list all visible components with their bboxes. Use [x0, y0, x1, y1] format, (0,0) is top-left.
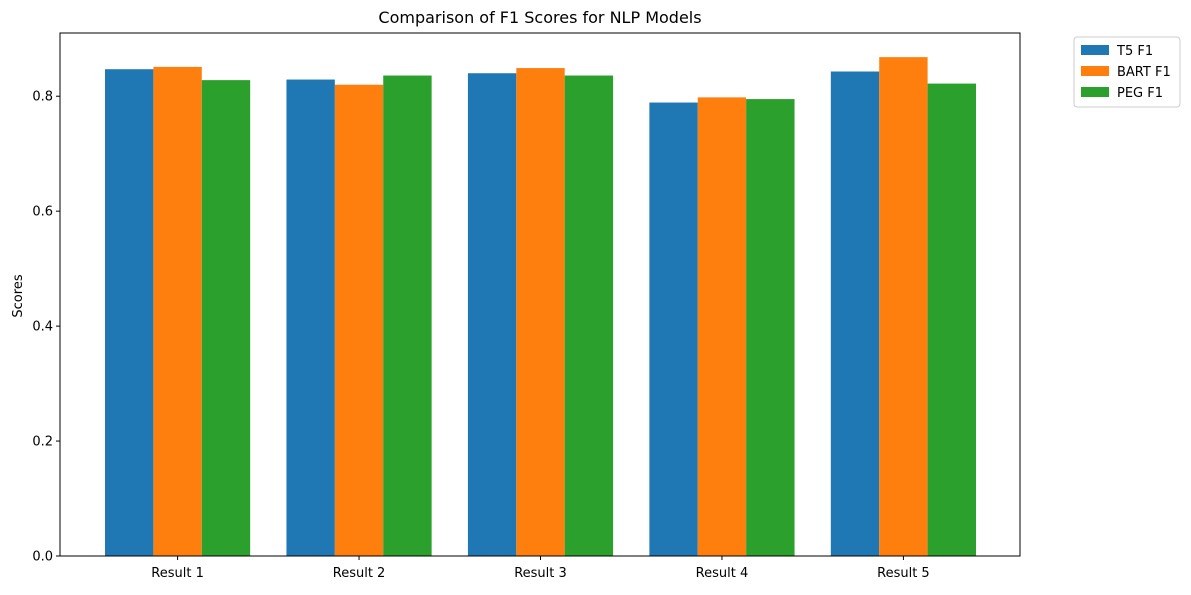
y-tick-label: 0.2: [32, 435, 53, 450]
x-tick-label: Result 5: [877, 566, 930, 581]
y-tick-label: 0.8: [32, 90, 53, 105]
bar-bart-f1-4: [697, 97, 747, 557]
bar-bart-f1-3: [516, 68, 565, 556]
legend-label-t5-f1: T5 F1: [1116, 44, 1153, 59]
bars-layer: [105, 57, 976, 557]
x-tick-label: Result 3: [514, 566, 567, 581]
x-axis: Result 1 Result 2 Result 3 Result 4 Result 5: [151, 556, 930, 581]
x-tick-label: Result 2: [333, 566, 386, 581]
y-axis-label: Scores: [11, 274, 26, 317]
legend: T5 F1 BART F1 PEG F1: [1073, 36, 1181, 108]
y-tick-label: 0.4: [32, 320, 53, 335]
bar-peg-f1-5: [927, 83, 976, 556]
bar-t5-f1-2: [286, 79, 335, 557]
y-axis: 0.0 0.2 0.4 0.6 0.8: [32, 90, 60, 565]
legend-swatch-t5-f1: [1081, 45, 1109, 55]
bar-peg-f1-4: [746, 99, 795, 556]
bar-t5-f1-5: [830, 71, 880, 556]
bar-t5-f1-4: [649, 102, 698, 556]
plot-frame: [59, 32, 1021, 557]
bar-t5-f1-1: [105, 69, 154, 557]
bar-bart-f1-2: [334, 84, 384, 556]
legend-swatch-bart-f1: [1081, 66, 1109, 76]
chart-title: Comparison of F1 Scores for NLP Models: [378, 8, 701, 27]
x-tick-label: Result 4: [696, 566, 749, 581]
y-tick-label: 0.6: [32, 205, 53, 220]
bar-bart-f1-1: [153, 66, 202, 556]
bar-t5-f1-3: [467, 73, 517, 556]
legend-swatch-peg-f1: [1081, 87, 1109, 97]
y-tick-label: 0.0: [32, 550, 53, 565]
legend-label-bart-f1: BART F1: [1117, 65, 1171, 80]
bar-bart-f1-5: [879, 57, 928, 556]
legend-label-peg-f1: PEG F1: [1117, 86, 1163, 101]
bar-peg-f1-3: [564, 75, 614, 556]
bar-peg-f1-1: [201, 80, 251, 556]
bar-peg-f1-2: [383, 75, 432, 556]
x-tick-label: Result 1: [151, 566, 204, 581]
